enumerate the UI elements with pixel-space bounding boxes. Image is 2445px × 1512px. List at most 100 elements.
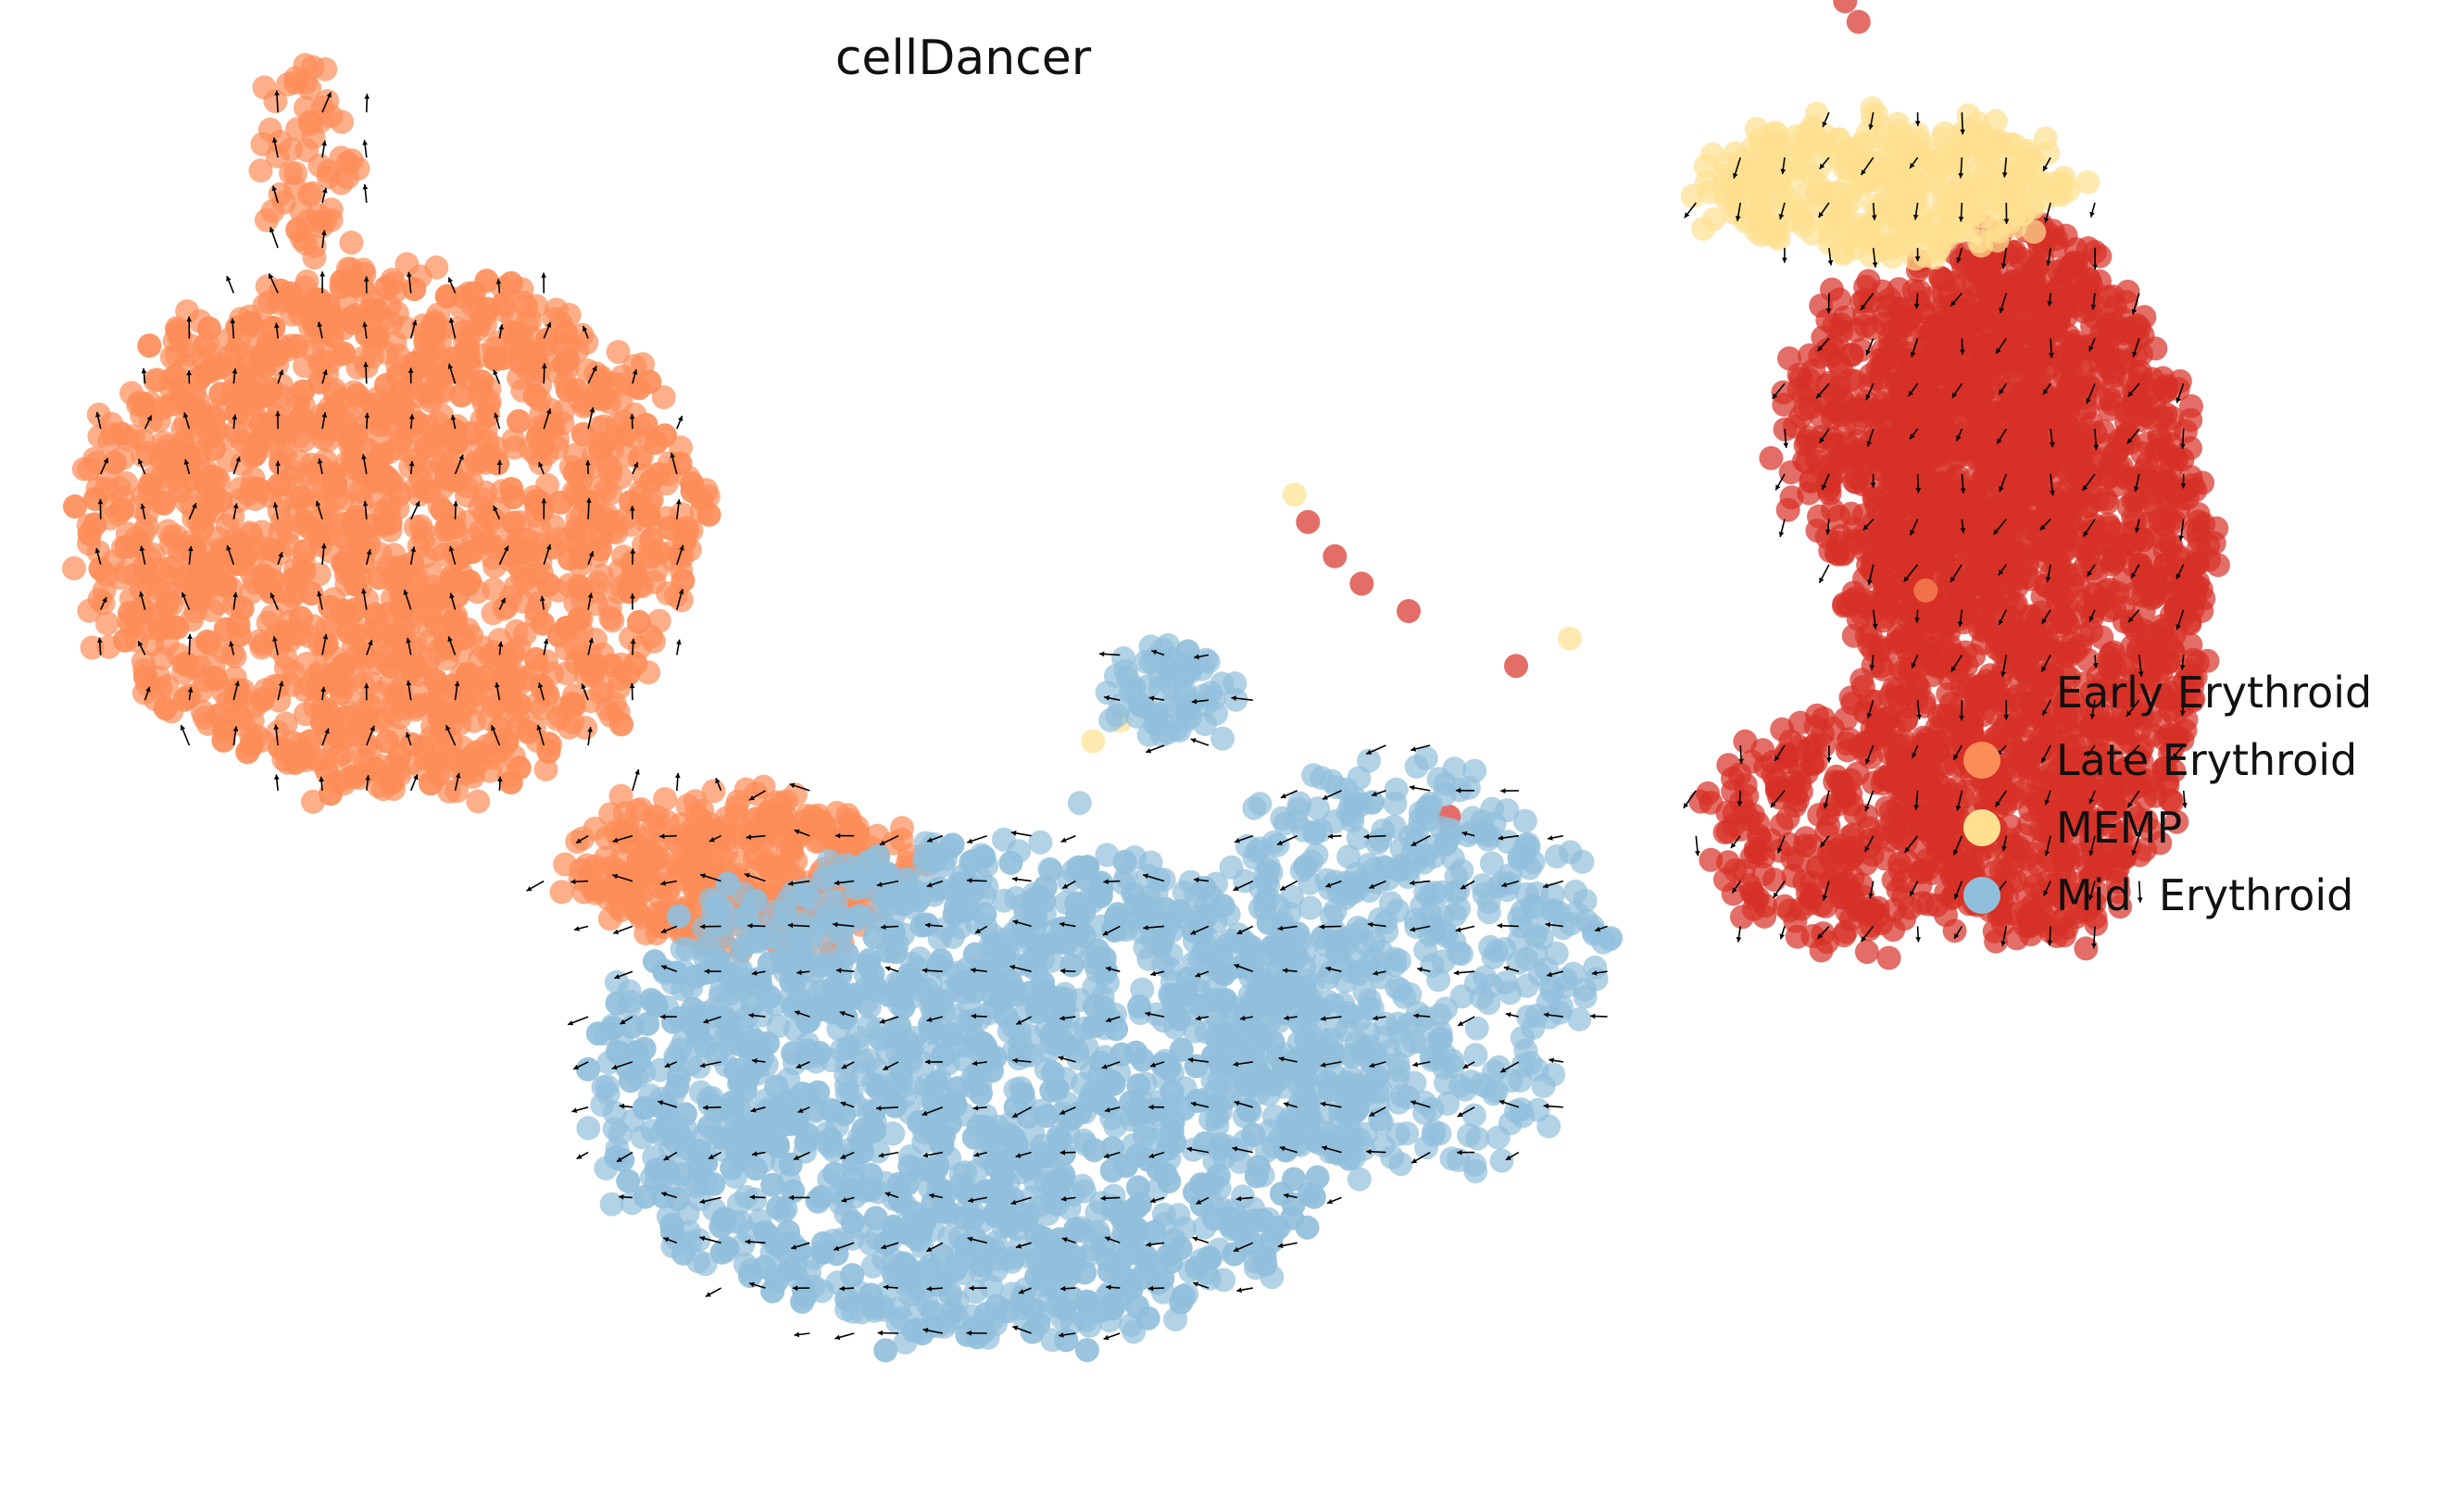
cell-point [1851,453,1876,478]
cell-point [419,771,443,796]
cell-point [606,340,631,365]
cell-point [207,703,232,728]
cell-point [556,347,581,372]
cell-point [780,831,805,856]
cell-point [2111,321,2136,346]
cell-point [2026,366,2051,391]
cell-point [88,556,113,581]
cell-point [171,660,195,685]
cell-point [422,693,447,718]
cell-point [2164,809,2189,834]
cell-point [1953,346,1978,371]
cell-point [2031,770,2055,795]
cell-point [350,715,375,740]
cell-point [1987,545,2012,570]
cell-point [1916,892,1941,917]
cell-point [1887,851,1912,876]
cell-point [336,619,361,644]
cell-point [2151,567,2176,592]
cell-point [2163,622,2187,647]
cell-point [1945,464,1970,489]
cell-point [525,425,550,449]
cell-point [2060,421,2085,446]
cell-point [2050,585,2075,610]
cell-point [471,665,496,690]
cell-point [2197,547,2222,572]
cell-point [2051,256,2076,281]
cell-point [753,852,778,877]
cell-point [1712,868,1737,892]
cell-point [1832,781,1857,806]
cell-point [1854,389,1879,414]
cell-point-outlier [1397,599,1421,623]
cell-point [261,316,286,340]
cell-point [330,387,355,412]
cell-point [378,654,403,679]
cell-point [254,383,279,408]
cell-point [1878,799,1903,824]
cell-point [1872,303,1897,328]
cell-point [508,555,533,580]
cell-point [2180,597,2205,622]
cell-point [2033,340,2058,365]
cell-point [329,275,354,299]
cell-point [2136,512,2161,536]
cell-point [320,323,345,348]
cell-point [1865,903,1890,928]
cell-point [2159,680,2183,705]
cell-point [383,622,408,647]
cell-point [2093,487,2118,512]
cell-point [248,412,273,437]
cell-point [300,55,325,80]
cell-point [344,505,369,530]
cell-point [589,563,614,588]
cell-point [157,457,182,482]
cell-point [340,310,365,335]
cell-point [626,900,651,925]
cell-point [2021,901,2046,926]
cell-point [1729,789,1754,814]
cell-point [553,320,578,344]
cell-point [1925,835,1950,859]
cell-point [2115,280,2140,304]
cell-point [652,423,677,448]
cell-point [61,556,86,581]
cell-point [2179,394,2203,419]
cell-point [1881,600,1906,625]
cell-point [132,665,157,690]
cell-point [499,477,524,502]
cell-point [436,514,461,539]
cell-point [1716,753,1741,778]
cell-point [560,692,585,717]
cell-point [567,606,592,631]
cell-point [147,617,172,642]
cell-point [163,364,188,389]
cell-point [2089,386,2114,411]
cell-point [1696,781,1721,806]
cell-point [483,345,508,370]
cell-point [2027,474,2052,499]
cell-point [2038,538,2063,563]
cell-point [2075,542,2100,567]
cell-point [422,668,447,692]
cell-point [504,619,529,644]
cell-point [1799,884,1824,909]
cell-point [443,747,468,772]
cell-point [485,451,510,476]
cell-point-outlier [1323,544,1348,569]
cell-point [1906,290,1931,314]
cell-point [412,477,437,502]
cell-point [1887,277,1912,302]
cell-point [109,421,134,446]
cell-point [470,369,495,394]
cell-point [623,651,648,676]
cell-point [282,750,307,775]
cell-point [202,405,227,430]
cell-point [2143,336,2168,361]
cell-point [114,534,139,559]
cell-point [1820,277,1844,302]
cell-point [297,729,322,754]
cell-point [1869,354,1894,379]
cell-point [2012,286,2038,311]
cell-point [501,510,526,535]
